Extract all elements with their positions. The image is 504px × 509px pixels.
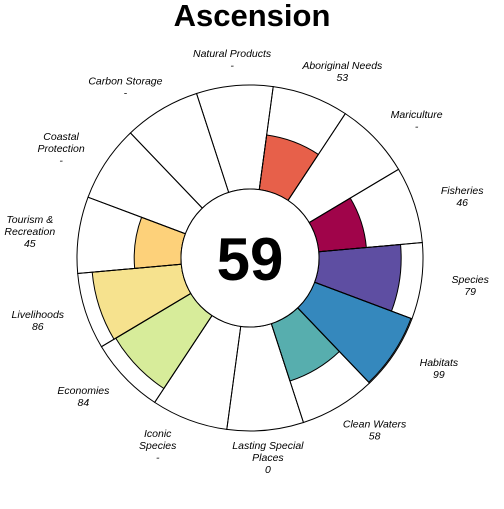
petal-score-wedge: [133, 216, 187, 269]
petal-label: Fisheries 46: [441, 185, 484, 209]
petal-score-label: -: [230, 60, 234, 72]
petal-label: Carbon Storage -: [88, 75, 162, 99]
petal-name-label: Fisheries: [441, 185, 484, 197]
petal-score-label: 58: [369, 431, 381, 443]
center-circle: [180, 188, 320, 328]
petal-name-label: Species: [139, 440, 177, 452]
petal-name-label: Coastal: [43, 131, 79, 143]
petal-label: Coastal Protection -: [37, 131, 84, 167]
petal-score-label: 84: [78, 397, 90, 409]
petal-score-label: 0: [265, 464, 271, 476]
chart-title: Ascension: [174, 0, 331, 33]
petal-label: Iconic Species -: [139, 428, 177, 464]
petal-name-label: Livelihoods: [12, 309, 65, 321]
petal-name-label: Recreation: [4, 226, 55, 238]
petal-label: Lasting Special Places 0: [232, 440, 304, 476]
petal-label: Tourism & Recreation 45: [4, 214, 55, 250]
petal-name-label: Clean Waters: [343, 419, 407, 431]
petal-score-label: 46: [456, 197, 468, 209]
petal-score-label: 79: [464, 286, 476, 298]
petal-label: Livelihoods 86: [12, 309, 65, 333]
petal-label: Natural Products -: [193, 48, 272, 72]
petal-name-label: Places: [252, 452, 284, 464]
petal-score-label: 86: [32, 321, 44, 333]
petal-score-label: 53: [336, 72, 348, 84]
center-score: 59: [217, 226, 284, 293]
petal-label: Habitats 99: [420, 357, 459, 381]
petal-score-label: -: [59, 155, 63, 167]
petal-name-label: Protection: [37, 143, 84, 155]
petal-label: Economies 84: [57, 385, 110, 409]
petal-fills: [91, 134, 412, 390]
petal-name-label: Economies: [57, 385, 110, 397]
petal-outline: [129, 92, 230, 209]
petal-score-label: 45: [24, 238, 36, 250]
petal-label: Species 79: [452, 274, 490, 298]
petal-label: Aboriginal Needs 53: [301, 60, 383, 84]
petal-labels: Natural Products - Aboriginal Needs 53Maric…: [4, 48, 489, 476]
petal-name-label: Carbon Storage: [88, 75, 162, 87]
petal-score-label: -: [124, 87, 128, 99]
petal-score-label: -: [415, 121, 419, 133]
petal-name-label: Mariculture: [391, 109, 443, 121]
petal-label: Mariculture -: [391, 109, 443, 133]
petal-name-label: Aboriginal Needs: [301, 60, 383, 72]
petal-score-label: 99: [433, 369, 445, 381]
petal-name-label: Species: [452, 274, 490, 286]
petal-name-label: Iconic: [144, 428, 172, 440]
petal-name-label: Natural Products: [193, 48, 272, 60]
petal-name-label: Habitats: [420, 357, 459, 369]
petal-label: Clean Waters 58: [343, 419, 407, 443]
petal-score-label: -: [156, 452, 160, 464]
petal-name-label: Tourism &: [6, 214, 53, 226]
petal-name-label: Lasting Special: [232, 440, 304, 452]
